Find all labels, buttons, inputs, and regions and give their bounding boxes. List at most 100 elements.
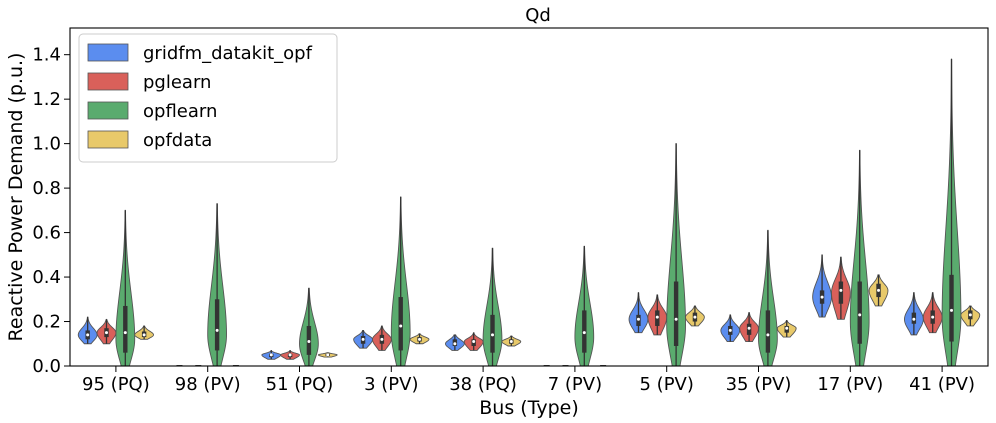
violin-opflearn-17-pv-median: [858, 313, 862, 317]
violin-opflearn-5-pv-median: [674, 317, 678, 321]
violin-gridfm-datakit-opf-35-pv: [720, 314, 741, 342]
violin-opflearn-41-pv: [941, 58, 962, 367]
violin-opflearn-41-pv-median: [950, 308, 954, 312]
legend-item-gridfm-datakit-opf: gridfm_datakit_opf: [87, 43, 313, 64]
violin-opflearn-98-pv: [207, 203, 227, 367]
violin-opfdata-38-pq-median: [509, 340, 513, 344]
violin-opflearn-51-pq-median: [307, 340, 311, 344]
violin-pglearn-38-pq-median: [472, 340, 476, 344]
violin-opflearn-95-pq-median: [123, 331, 127, 335]
violin-pglearn-17-pv-iqr-box: [838, 281, 844, 304]
legend-label: opfdata: [143, 130, 212, 151]
violin-opflearn-41-pv-iqr-box: [949, 274, 954, 342]
violin-pglearn-95-pq-median: [104, 331, 108, 335]
x-tick-label: 95 (PQ): [82, 374, 150, 395]
violin-pglearn-41-pv-median: [931, 315, 935, 319]
violin-opflearn-95-pq: [115, 209, 136, 367]
y-tick-label: 1.0: [32, 134, 61, 155]
violin-pglearn-35-pv: [739, 312, 759, 342]
y-axis: 0.0 0.2 0.4 0.6 0.8 1.0 1.2 1.4: [32, 45, 70, 377]
violin-pglearn-38-pq: [463, 332, 484, 351]
violin-opfdata-3-pv: [409, 333, 430, 345]
violin-pglearn-51-pq-median: [288, 353, 292, 357]
y-tick-label: 1.4: [32, 45, 61, 66]
violin-gridfm-datakit-opf-95-pq-median: [86, 333, 90, 337]
violin-opfdata-38-pq: [501, 335, 522, 347]
violin-gridfm-datakit-opf-3-pv-median: [361, 337, 365, 341]
violin-opfdata-95-pq: [134, 325, 154, 340]
violin-pglearn-41-pv: [922, 292, 943, 334]
x-tick-label: 35 (PV): [726, 374, 792, 395]
x-tick-label: 3 (PV): [364, 374, 418, 395]
violin-pglearn-17-pv-median: [839, 288, 843, 292]
violin-gridfm-datakit-opf-38-pq-median: [453, 342, 457, 346]
violin-gridfm-datakit-opf-38-pq: [445, 334, 465, 351]
legend-label: opflearn: [143, 101, 217, 122]
violin-pglearn-5-pv: [647, 294, 668, 336]
x-tick-label: 51 (PQ): [266, 374, 334, 395]
violin-gridfm-datakit-opf-51-pq: [261, 349, 282, 360]
violin-opflearn-35-pv-iqr-box: [765, 310, 771, 353]
plot-frame: [69, 27, 989, 367]
violin-opflearn-5-pv-iqr-box: [673, 281, 679, 346]
violin-pglearn-3-pv-median: [380, 337, 384, 341]
violin-opfdata-41-pv: [960, 305, 981, 327]
violin-gridfm-datakit-opf-41-pv-median: [912, 317, 916, 321]
violin-opfdata-35-pv-median: [785, 326, 789, 330]
violin-opflearn-17-pv: [849, 149, 870, 367]
violin-gridfm-datakit-opf-5-pv-median: [636, 317, 640, 321]
violin-opfdata-5-pv: [685, 305, 705, 327]
violin-pglearn-17-pv: [831, 256, 851, 320]
violin-gridfm-datakit-opf-95-pq: [77, 316, 98, 345]
violin-opflearn-51-pq: [299, 287, 319, 367]
violin-opfdata-3-pv-median: [418, 337, 422, 341]
violin-opfdata-17-pv: [868, 274, 889, 307]
violin-gridfm-datakit-opf-17-pv: [812, 254, 832, 318]
violin-pglearn-51-pq: [280, 349, 300, 360]
violin-gridfm-datakit-opf-35-pv-median: [728, 328, 732, 332]
violin-opflearn-35-pv: [758, 229, 778, 367]
x-tick-label: 7 (PV): [548, 374, 602, 395]
violin-opflearn-3-pv-median: [399, 324, 403, 328]
legend-item-pglearn: pglearn: [87, 72, 211, 93]
violin-opfdata-51-pq-median: [326, 353, 330, 357]
violin-opfdata-17-pv-median: [877, 288, 881, 292]
y-tick-label: 0.6: [32, 223, 61, 244]
violin-gridfm-datakit-opf-3-pv: [353, 329, 373, 349]
legend-swatch: [87, 72, 129, 91]
violin-gridfm-datakit-opf-17-pv-median: [820, 295, 824, 299]
violin-gridfm-datakit-opf-41-pv: [904, 292, 924, 336]
violin-pglearn-95-pq: [96, 318, 117, 345]
violin-opflearn-7-pv-median: [582, 331, 586, 335]
violin-opfdata-5-pv-median: [693, 315, 697, 319]
violin-opflearn-38-pq: [482, 247, 503, 367]
violin-opflearn-38-pq-median: [491, 333, 495, 337]
plot-area: [77, 58, 981, 367]
x-tick-label: 38 (PQ): [449, 374, 517, 395]
violin-opflearn-98-pv-median: [215, 328, 219, 332]
legend-frame: [78, 33, 338, 163]
legend-swatch: [87, 101, 129, 120]
violin-opflearn-7-pv: [574, 245, 595, 367]
x-tick-label: 17 (PV): [817, 374, 883, 395]
violin-gridfm-datakit-opf-51-pq-median: [269, 353, 273, 357]
violin-opfdata-51-pq: [317, 352, 338, 358]
violin-opfdata-41-pv-median: [968, 313, 972, 317]
violin-pglearn-35-pv-median: [747, 326, 751, 330]
legend-swatch: [87, 130, 129, 149]
x-tick-label: 41 (PV): [909, 374, 975, 395]
x-axis-title: Bus (Type): [479, 397, 578, 419]
violin-opflearn-35-pv-median: [766, 333, 770, 337]
legend-label: gridfm_datakit_opf: [143, 43, 313, 64]
y-tick-label: 0.2: [32, 312, 61, 333]
violin-opfdata-95-pq-median: [142, 333, 146, 337]
violin-opflearn-17-pv-iqr-box: [857, 281, 862, 344]
y-tick-label: 0.0: [32, 356, 61, 377]
x-tick-label: 98 (PV): [175, 374, 241, 395]
violin-opflearn-98-pv-iqr-box: [214, 299, 220, 351]
y-tick-label: 0.4: [32, 267, 61, 288]
violin-opflearn-95-pq-iqr-box: [123, 305, 128, 353]
legend-item-opflearn: opflearn: [87, 101, 217, 122]
